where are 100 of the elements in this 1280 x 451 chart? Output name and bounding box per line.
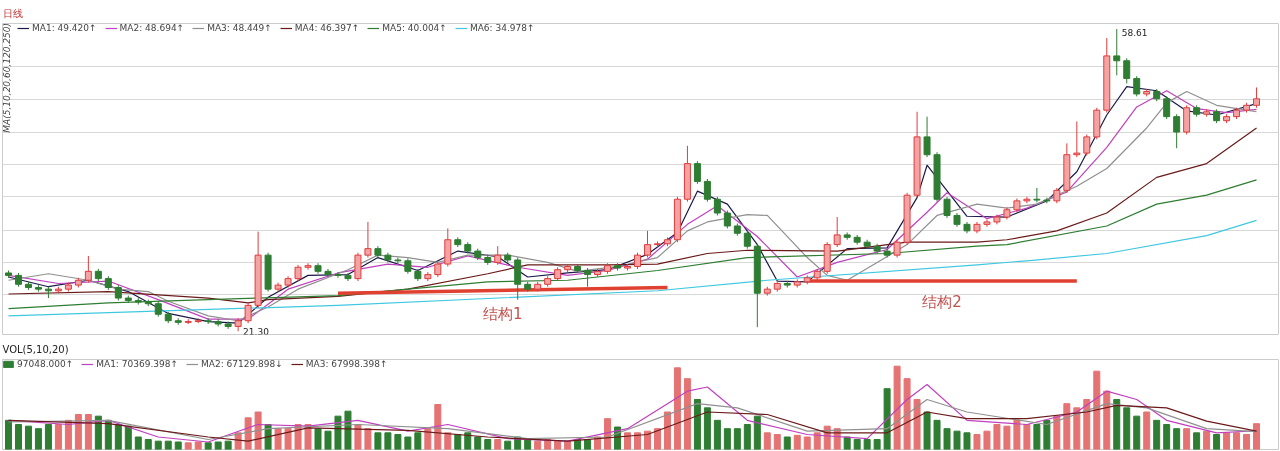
bar: [1203, 430, 1211, 450]
bar: [753, 415, 761, 450]
candlestick: [1133, 75, 1141, 97]
bar: [534, 440, 542, 450]
candlestick: [324, 268, 332, 278]
bar: [1103, 390, 1111, 450]
bar: [943, 428, 951, 450]
bar: [404, 436, 412, 450]
bar: [1083, 399, 1091, 450]
bar: [1133, 415, 1141, 450]
bar: [154, 440, 162, 450]
bar: [624, 432, 632, 450]
candlestick: [833, 216, 841, 248]
legend-label: 97048.000↑: [17, 359, 74, 369]
bar: [673, 367, 681, 450]
bar: [114, 424, 122, 450]
bar: [1073, 407, 1081, 450]
bar: [1153, 419, 1161, 450]
bar: [74, 414, 82, 450]
bar: [923, 411, 931, 450]
candlestick: [244, 302, 252, 324]
legend-label: MA6: 34.978↑: [469, 23, 535, 33]
bar: [953, 430, 961, 450]
bar: [84, 414, 92, 450]
bar: [1023, 424, 1031, 450]
bar: [134, 436, 142, 450]
legend-label: MA3: 48.449↑: [207, 23, 272, 33]
legend-label: MA1: 49.420↑: [32, 23, 97, 33]
bar: [803, 436, 811, 450]
chart-title: 日线: [2, 7, 23, 19]
bar: [474, 436, 482, 450]
bar: [693, 399, 701, 450]
bar: [1163, 424, 1171, 450]
candlestick: [494, 245, 502, 266]
bar: [454, 434, 462, 450]
bar: [853, 439, 861, 450]
bar: [174, 441, 182, 450]
bar: [723, 428, 731, 450]
bar: [1253, 423, 1261, 450]
candlestick: [344, 272, 352, 282]
bar: [54, 424, 62, 450]
bar: [494, 439, 502, 450]
bar: [164, 440, 172, 450]
candlestick: [703, 178, 711, 203]
candlestick: [1163, 95, 1171, 120]
bar: [314, 428, 322, 450]
bar: [1093, 370, 1101, 450]
bar: [1063, 403, 1071, 450]
candlestick: [1123, 57, 1131, 84]
bar: [1173, 428, 1181, 450]
candlestick: [304, 262, 312, 271]
candlestick: [354, 252, 362, 282]
annotation: 结构1: [482, 305, 523, 324]
candlestick: [584, 267, 592, 288]
bar: [863, 439, 871, 450]
bar: [783, 436, 791, 450]
candlestick: [1073, 121, 1081, 158]
candlestick: [234, 317, 242, 332]
bar: [14, 424, 22, 450]
bar: [364, 428, 372, 450]
bar: [124, 425, 132, 450]
bar: [634, 432, 641, 450]
candlestick: [1023, 196, 1031, 204]
annotation: 58.61: [1121, 28, 1148, 39]
bar: [843, 436, 851, 450]
bar: [214, 441, 222, 450]
bar: [653, 428, 661, 450]
bar: [5, 419, 12, 450]
bar: [444, 432, 452, 450]
bar: [763, 432, 771, 450]
legend-label: MA4: 46.397↑: [294, 23, 360, 33]
candlestick: [1033, 187, 1041, 203]
bar: [1223, 432, 1231, 450]
bar: [733, 428, 741, 450]
bar: [873, 439, 881, 450]
bar: [663, 411, 671, 450]
bar: [813, 432, 821, 450]
candlestick: [1083, 133, 1091, 157]
bar: [274, 428, 282, 450]
bar: [703, 407, 711, 450]
bar: [324, 430, 332, 450]
bar: [1183, 428, 1191, 450]
bar: [1143, 411, 1151, 450]
bar: [683, 378, 691, 450]
bar: [374, 432, 382, 450]
candlestick: [983, 218, 991, 228]
bar: [224, 440, 232, 450]
bar: [104, 419, 112, 450]
bar: [933, 419, 941, 450]
bar: [1243, 434, 1251, 450]
bar: [913, 399, 921, 450]
bar: [1013, 419, 1021, 450]
candlestick: [1173, 113, 1181, 149]
candlestick: [693, 160, 701, 185]
bar: [334, 415, 342, 450]
candlestick: [84, 255, 92, 284]
candlestick: [1253, 86, 1261, 109]
bar: [793, 434, 801, 450]
bar: [194, 441, 202, 450]
bar: [883, 388, 891, 450]
